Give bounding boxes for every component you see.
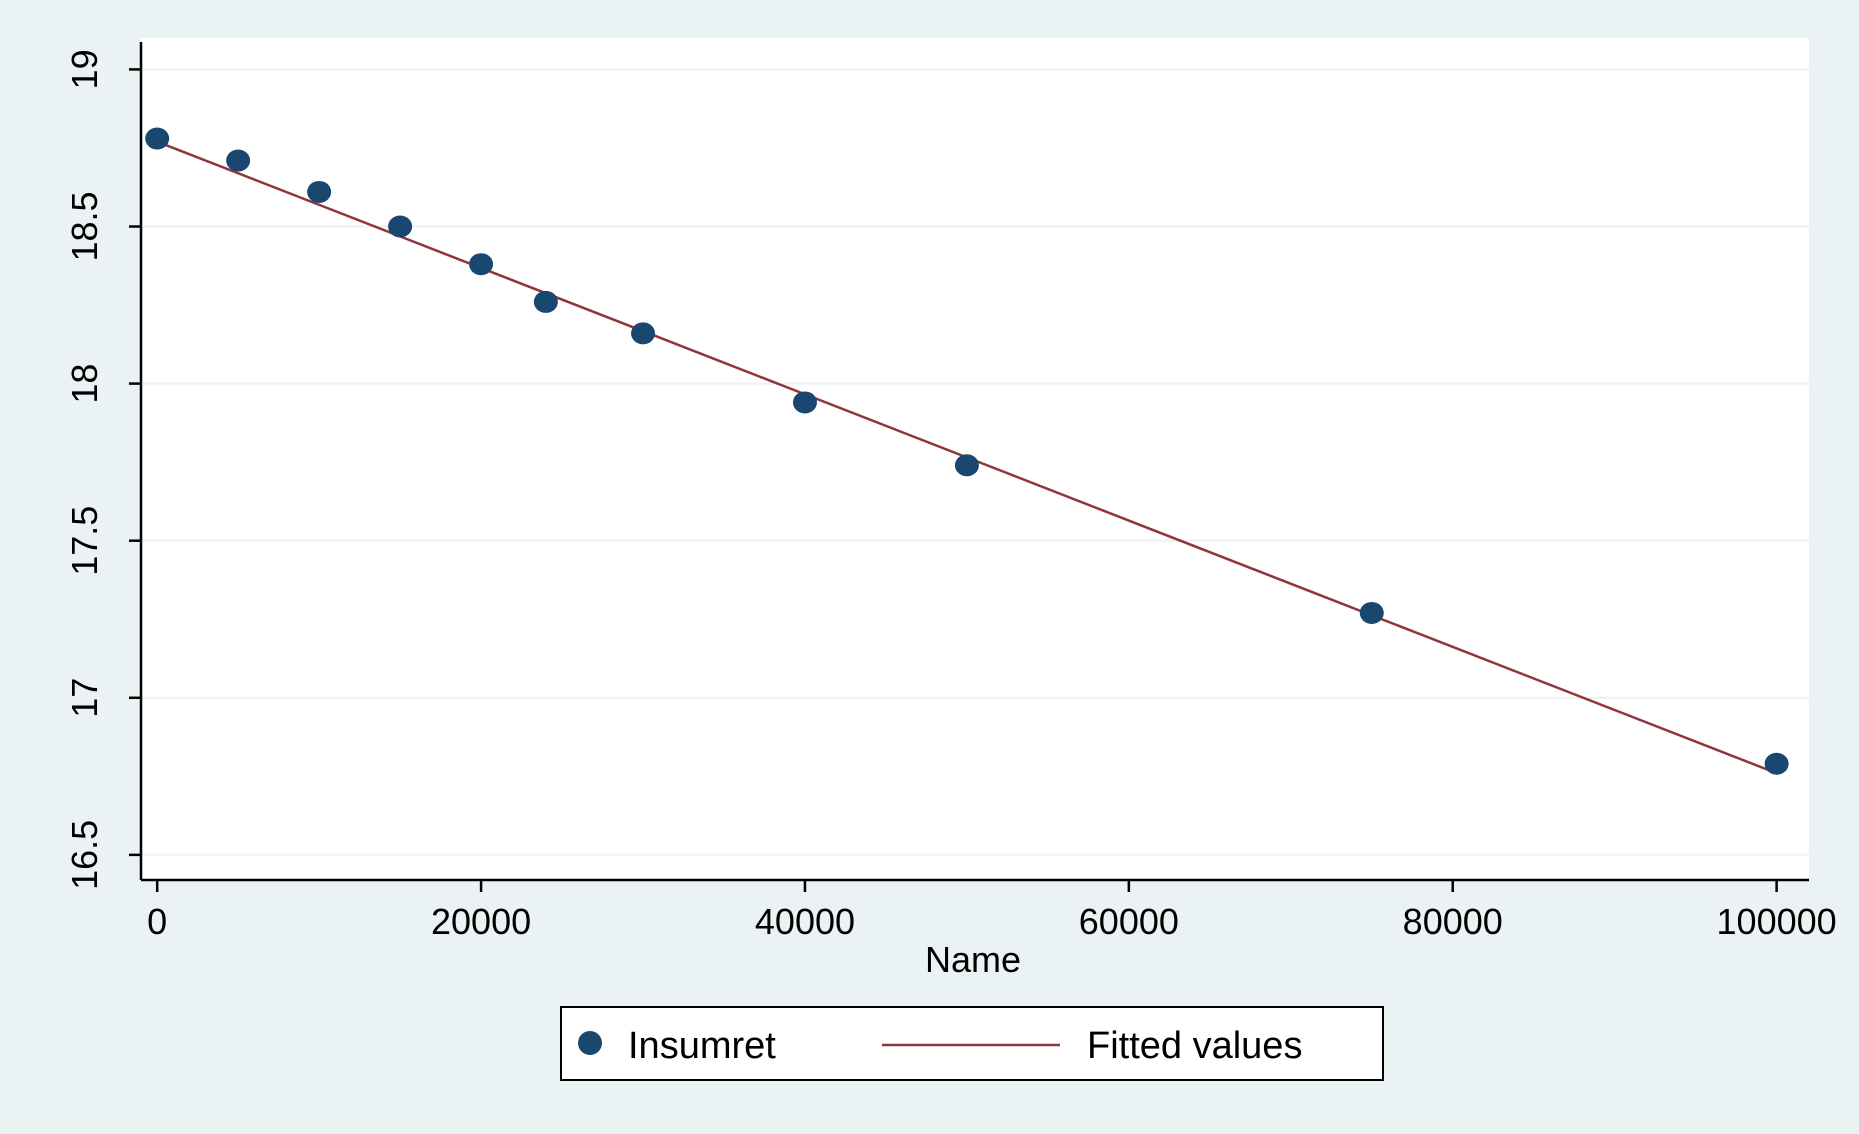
y-tick-label-2: 17.5 — [64, 506, 105, 576]
legend-box — [560, 1006, 1384, 1081]
insumret-point-5 — [533, 290, 558, 313]
insumret-point-1 — [226, 149, 251, 172]
insumret-point-3 — [388, 215, 413, 238]
insumret-point-2 — [307, 180, 332, 203]
y-tick-label-4: 18.5 — [64, 191, 105, 261]
y-tick-label-5: 19 — [64, 49, 105, 89]
x-tick-label-5: 100000 — [1717, 901, 1837, 942]
legend-insumret-label: Insumret — [628, 1025, 776, 1067]
insumret-point-6 — [631, 322, 656, 345]
insumret-point-7 — [792, 391, 817, 414]
x-axis-title: Name — [925, 939, 1021, 980]
y-tick-label-0: 16.5 — [64, 820, 105, 890]
x-tick-label-2: 40000 — [755, 901, 855, 942]
grid-lines — [143, 68, 1809, 856]
insumret-point-9 — [1359, 601, 1384, 624]
x-tick-label-1: 20000 — [431, 901, 531, 942]
legend-fitted-values-label: Fitted values — [1087, 1025, 1302, 1067]
insumret-point-0 — [145, 127, 170, 150]
y-axis-ticks: 16.5 17 17.5 18 18.5 19 — [64, 49, 141, 890]
x-axis-ticks: 0 20000 40000 60000 80000 100000 — [147, 880, 1837, 942]
x-tick-label-0: 0 — [147, 901, 167, 942]
insumret-point-10 — [1764, 752, 1789, 775]
insumret-point-8 — [954, 454, 979, 477]
insumret-point-4 — [469, 253, 494, 276]
y-tick-label-1: 17 — [64, 678, 105, 718]
y-tick-label-3: 18 — [64, 364, 105, 404]
x-tick-label-4: 80000 — [1403, 901, 1503, 942]
scatter-points — [145, 127, 1789, 775]
x-tick-label-3: 60000 — [1079, 901, 1179, 942]
legend-insumret-marker — [578, 1031, 602, 1055]
legend: Insumret Fitted values — [560, 1006, 1384, 1081]
